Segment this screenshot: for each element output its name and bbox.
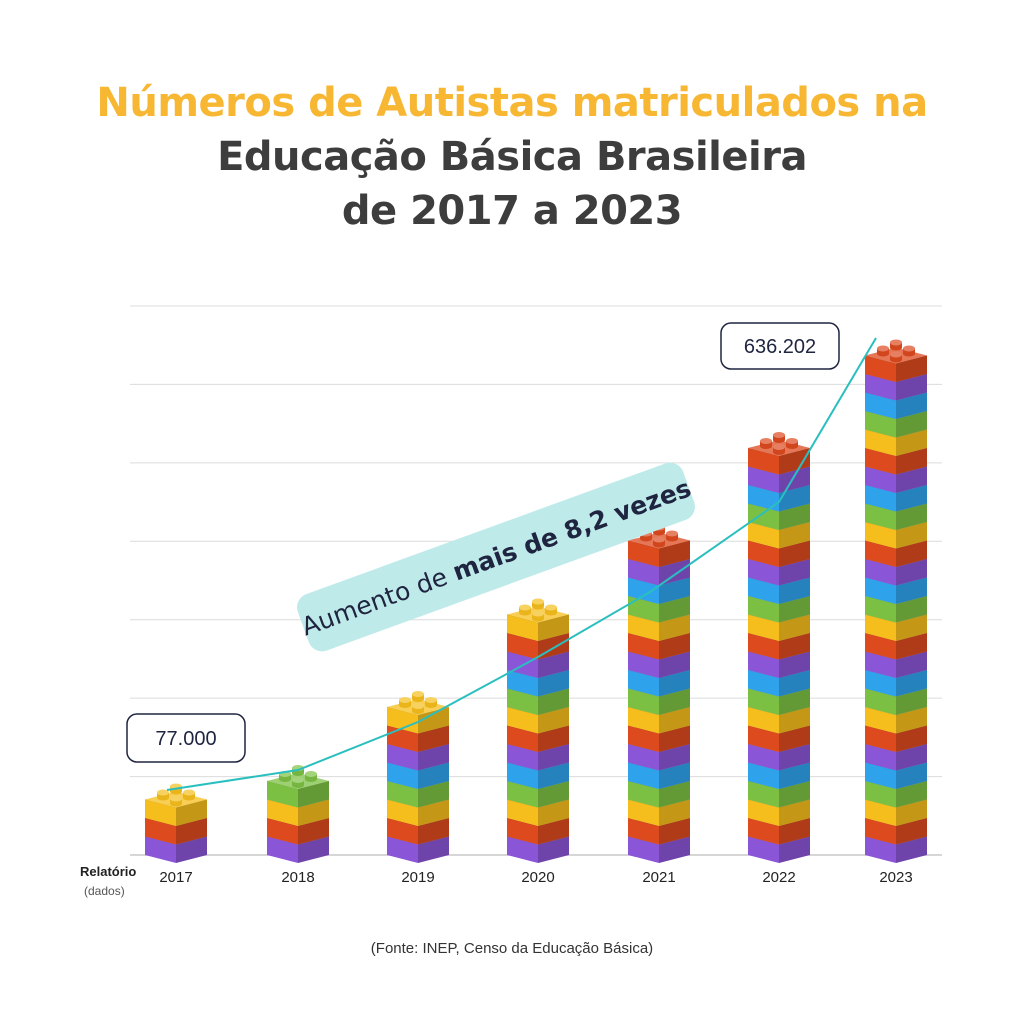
title-line-2: Educação Básica Brasileira	[217, 134, 807, 180]
x-prefix-label: Relatório	[80, 864, 137, 879]
x-tick-label-2017: 2017	[159, 869, 192, 886]
bar-2019	[386, 691, 450, 863]
x-tick-label-2022: 2022	[762, 869, 795, 886]
svg-text:77.000: 77.000	[155, 728, 216, 750]
x-tick-label-2018: 2018	[281, 869, 314, 886]
bar-2023	[864, 339, 928, 863]
x-prefix-sublabel: (dados)	[84, 884, 125, 898]
trend-line	[166, 337, 877, 791]
title-line-3: de 2017 a 2023	[341, 188, 683, 234]
svg-text:636.202: 636.202	[744, 336, 816, 358]
bar-2021	[627, 524, 691, 863]
source-note: (Fonte: INEP, Censo da Educação Básica)	[370, 940, 654, 957]
bar-2022	[747, 432, 811, 863]
label-first-value: 77.000	[126, 713, 246, 763]
bar-2020	[506, 598, 570, 863]
x-tick-label-2021: 2021	[642, 869, 675, 886]
x-tick-label-2019: 2019	[401, 869, 434, 886]
title-line-1: Números de Autistas matriculados na	[96, 80, 928, 126]
bar-2018	[266, 765, 330, 863]
bar-2017	[144, 783, 208, 863]
x-tick-label-2020: 2020	[521, 869, 554, 886]
label-last-value: 636.202	[720, 322, 840, 370]
x-tick-label-2023: 2023	[879, 869, 912, 886]
